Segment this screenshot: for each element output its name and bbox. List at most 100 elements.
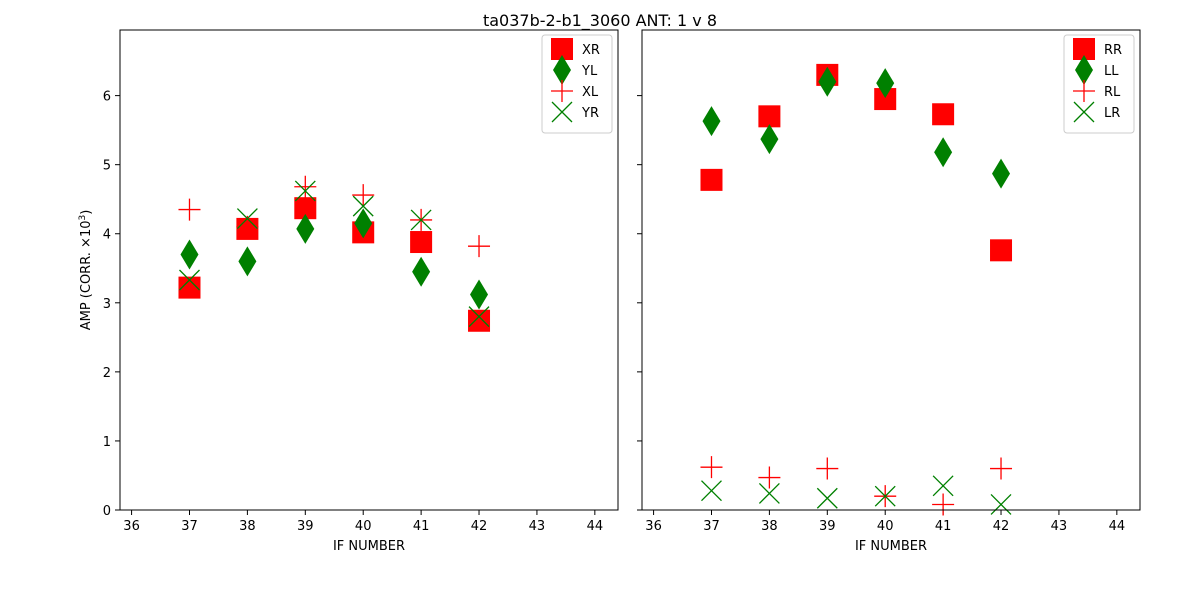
y-tick-label: 1 [103, 435, 111, 450]
data-point-lr [701, 480, 722, 502]
data-point-lr [990, 494, 1012, 515]
data-point-rr [758, 105, 781, 128]
series-yl [180, 208, 489, 310]
data-point-yl [180, 239, 199, 270]
legend-label-yl: YL [581, 64, 598, 79]
data-point-yr [294, 180, 316, 202]
y-tick-label: 0 [103, 504, 111, 519]
legend-label-xl: XL [582, 85, 599, 100]
y-tick-label: 4 [103, 228, 111, 243]
legend-marker-xl [551, 80, 573, 102]
data-point-ll [876, 68, 895, 99]
legend-marker-xr [551, 38, 573, 60]
data-point-ll [760, 124, 779, 155]
data-point-rr [990, 239, 1013, 262]
data-point-yr [236, 208, 258, 230]
legend-marker-yr [551, 101, 573, 123]
series-rr [700, 63, 1013, 262]
data-point-rr [932, 103, 955, 126]
legend-marker-lr [1073, 101, 1095, 123]
data-point-xr [468, 309, 491, 332]
data-point-xl [178, 198, 201, 221]
x-tick-label: 37 [181, 519, 198, 534]
x-axis-label: IF NUMBER [855, 539, 927, 554]
data-point-rl [932, 493, 955, 516]
data-point-xl [352, 184, 375, 207]
data-point-lr [932, 475, 954, 497]
series-yr [179, 180, 490, 328]
legend-marker-rr [1073, 38, 1095, 60]
data-point-rr [874, 88, 897, 111]
data-point-yl [470, 279, 489, 310]
x-tick-label: 44 [587, 519, 604, 534]
y-axis-title: AMP (CORR. ×103) [78, 210, 94, 331]
data-point-yl [412, 256, 431, 287]
data-point-yr [352, 195, 374, 217]
legend-label-xr: XR [582, 43, 600, 58]
data-point-xr [178, 276, 201, 299]
x-tick-label: 40 [355, 519, 372, 534]
x-tick-label: 41 [413, 519, 430, 534]
data-point-xr [410, 231, 433, 254]
data-point-ll [702, 106, 721, 137]
right-panel: 36 37 38 39 40 41 42 43 44 IF NUMBER RR LL RL LR [637, 29, 1141, 554]
legend-label-rr: RR [1104, 43, 1122, 58]
data-point-rl [700, 456, 723, 479]
data-point-ll [934, 137, 953, 168]
legend: XR YL XL YR [541, 34, 613, 134]
legend: RR LL RL LR [1063, 34, 1135, 134]
x-tick-label: 36 [123, 519, 140, 534]
x-tick-label: 37 [703, 519, 720, 534]
data-point-yl [296, 213, 315, 244]
x-tick-label: 40 [877, 519, 894, 534]
data-point-yr [179, 269, 200, 291]
x-tick-label: 41 [935, 519, 952, 534]
x-axis-label: IF NUMBER [333, 539, 405, 554]
y-tick-label: 6 [103, 90, 111, 105]
chart-title: ta037b-2-b1_3060 ANT: 1 v 8 [483, 11, 717, 31]
data-point-xr [294, 197, 317, 220]
x-tick-label: 36 [645, 519, 662, 534]
x-tick-label: 43 [529, 519, 546, 534]
data-point-yr [468, 306, 490, 328]
data-point-xl [294, 175, 317, 198]
y-tick-label: 5 [103, 159, 111, 174]
data-point-xl [468, 235, 491, 258]
legend-label-yr: YR [581, 106, 599, 121]
x-tick-label: 38 [239, 519, 256, 534]
data-point-lr [758, 482, 780, 504]
data-point-rr [700, 168, 723, 191]
data-point-yl [238, 246, 257, 277]
data-point-lr [874, 485, 896, 507]
x-tick-label: 39 [297, 519, 314, 534]
legend-marker-ll [1075, 55, 1093, 85]
data-point-yl [354, 208, 373, 239]
data-point-rl [990, 457, 1013, 480]
data-point-rl [816, 457, 839, 480]
x-tick-label: 43 [1051, 519, 1068, 534]
y-tick-label: 2 [103, 366, 111, 381]
x-tick-label: 42 [471, 519, 488, 534]
plot-frame [641, 29, 1141, 511]
legend-label-lr: LR [1104, 106, 1120, 121]
data-point-yr [410, 209, 432, 231]
data-point-rl [758, 466, 781, 489]
data-point-xl [236, 215, 259, 238]
data-point-lr [816, 487, 838, 509]
data-point-ll [992, 158, 1011, 189]
x-tick-label: 38 [761, 519, 778, 534]
y-axis-label: AMP (CORR. ×103) [78, 210, 94, 331]
plot-frame [119, 29, 619, 511]
x-tick-label: 39 [819, 519, 836, 534]
x-tick-label: 42 [993, 519, 1010, 534]
y-tick-label: 3 [103, 297, 111, 312]
series-lr [701, 475, 1012, 515]
x-tick-label: 44 [1109, 519, 1126, 534]
plot-area [120, 30, 618, 510]
series-ll [702, 66, 1011, 189]
legend-label-rl: RL [1104, 85, 1121, 100]
legend-marker-rl [1073, 80, 1095, 102]
left-panel: 36 37 38 39 40 41 42 43 44 0 1 2 3 4 5 6 IF NUMBER XR YL XL… [103, 29, 619, 554]
legend-marker-yl [553, 55, 571, 85]
